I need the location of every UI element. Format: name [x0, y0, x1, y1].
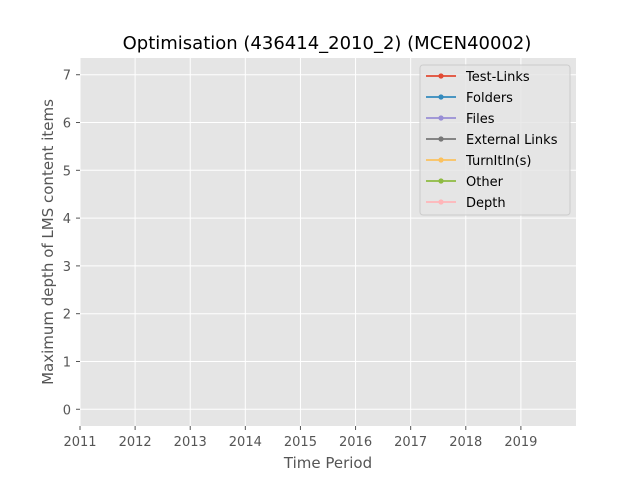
legend-entry: Other: [426, 175, 504, 190]
legend-point-marker: [438, 73, 444, 79]
legend-label: Other: [466, 175, 504, 190]
chart-title: Optimisation (436414_2010_2) (MCEN40002): [123, 33, 532, 54]
y-tick-label: 3: [63, 260, 71, 275]
legend-entry: TurnItIn(s): [426, 154, 531, 169]
x-tick-label: 2014: [229, 435, 262, 450]
legend-label: Files: [466, 112, 495, 127]
y-tick-label: 2: [63, 308, 71, 323]
x-tick-label: 2015: [284, 435, 317, 450]
legend-entry: Folders: [426, 91, 513, 106]
y-tick-label: 1: [63, 355, 71, 370]
y-tick-label: 7: [63, 69, 71, 84]
x-tick-label: 2019: [504, 435, 537, 450]
y-axis-ticks: 0 1 2 3 4 5 6 7: [63, 69, 80, 418]
legend-box: [419, 64, 571, 216]
legend-point-marker: [438, 178, 444, 184]
legend-label: Test-Links: [465, 70, 530, 85]
legend-label: Folders: [466, 91, 513, 106]
y-axis-label: Maximum depth of LMS content items: [39, 99, 57, 385]
x-axis-label: Time Period: [283, 454, 372, 472]
legend-entry: External Links: [426, 133, 558, 148]
y-tick-label: 6: [63, 117, 71, 132]
legend-point-marker: [438, 199, 444, 205]
legend-point-marker: [438, 115, 444, 121]
y-tick-label: 4: [63, 212, 71, 227]
legend-entry: Depth: [426, 196, 506, 211]
x-tick-label: 2017: [394, 435, 427, 450]
x-tick-label: 2013: [174, 435, 207, 450]
legend-point-marker: [438, 94, 444, 100]
legend: Test-Links Folders Files External Links Turn…: [419, 64, 571, 216]
y-tick-label: 5: [63, 164, 71, 179]
legend-entry: Files: [426, 112, 495, 127]
x-tick-label: 2018: [449, 435, 482, 450]
x-axis-ticks: 2011 2012 2013 2014 2015 2016 2017 2018 2019: [63, 426, 537, 450]
legend-point-marker: [438, 157, 444, 163]
y-tick-label: 0: [63, 403, 71, 418]
legend-label: TurnItIn(s): [465, 154, 531, 169]
x-tick-label: 2011: [63, 435, 96, 450]
x-tick-label: 2016: [339, 435, 372, 450]
x-tick-label: 2012: [119, 435, 152, 450]
legend-entry: Test-Links: [426, 70, 530, 85]
legend-point-marker: [438, 136, 444, 142]
legend-label: External Links: [466, 133, 558, 148]
legend-label: Depth: [466, 196, 506, 211]
